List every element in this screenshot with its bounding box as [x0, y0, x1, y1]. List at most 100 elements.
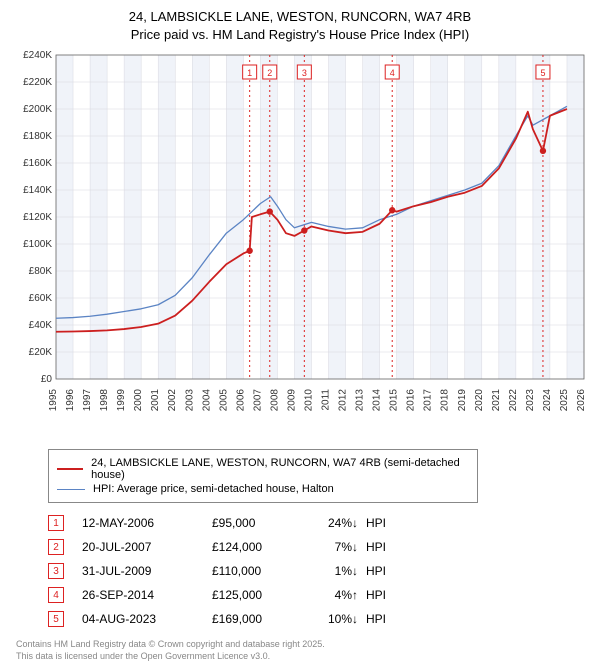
svg-text:2009: 2009: [286, 389, 297, 412]
sale-date: 12-MAY-2006: [82, 516, 212, 530]
chart-title: 24, LAMBSICKLE LANE, WESTON, RUNCORN, WA…: [8, 8, 592, 43]
arrow-down-icon: ↓: [352, 516, 366, 530]
sale-row: 4 26-SEP-2014£125,0004%↑HPI: [48, 583, 592, 607]
svg-text:£160K: £160K: [23, 158, 52, 169]
svg-text:2007: 2007: [252, 389, 263, 412]
svg-text:2021: 2021: [491, 389, 502, 412]
sale-price: £124,000: [212, 540, 312, 554]
sale-vs: HPI: [366, 516, 396, 530]
svg-text:2014: 2014: [372, 389, 383, 412]
svg-text:2023: 2023: [525, 389, 536, 412]
arrow-down-icon: ↓: [352, 612, 366, 626]
sale-price: £110,000: [212, 564, 312, 578]
svg-text:2003: 2003: [184, 389, 195, 412]
legend-item: 24, LAMBSICKLE LANE, WESTON, RUNCORN, WA…: [57, 457, 469, 481]
svg-text:2025: 2025: [559, 389, 570, 412]
svg-text:2020: 2020: [474, 389, 485, 412]
title-line1: 24, LAMBSICKLE LANE, WESTON, RUNCORN, WA…: [8, 8, 592, 26]
svg-text:£0: £0: [41, 374, 53, 385]
svg-text:£60K: £60K: [29, 293, 53, 304]
svg-text:2015: 2015: [389, 389, 400, 412]
sale-vs: HPI: [366, 564, 396, 578]
sale-vs: HPI: [366, 612, 396, 626]
svg-text:2001: 2001: [150, 389, 161, 412]
legend-swatch: [57, 468, 83, 470]
legend-label: HPI: Average price, semi-detached house,…: [93, 483, 334, 495]
footer-line2: This data is licensed under the Open Gov…: [16, 651, 592, 663]
price-chart: £0 £20K £40K £60K £80K £100K £120K £140K £160K £1…: [8, 49, 592, 439]
sale-vs: HPI: [366, 540, 396, 554]
sale-pct: 4%: [312, 588, 352, 602]
sale-pct: 24%: [312, 516, 352, 530]
svg-text:2002: 2002: [167, 389, 178, 412]
sale-pct: 1%: [312, 564, 352, 578]
svg-text:2019: 2019: [457, 389, 468, 412]
svg-text:2004: 2004: [201, 389, 212, 412]
legend-box: 24, LAMBSICKLE LANE, WESTON, RUNCORN, WA…: [48, 449, 478, 503]
title-line2: Price paid vs. HM Land Registry's House …: [8, 26, 592, 44]
sale-row: 1 12-MAY-2006£95,00024%↓HPI: [48, 511, 592, 535]
sale-marker-icon: 3: [48, 563, 64, 579]
svg-text:£20K: £20K: [29, 347, 53, 358]
svg-text:2000: 2000: [133, 389, 144, 412]
sale-marker-icon: 2: [48, 539, 64, 555]
sale-pct: 7%: [312, 540, 352, 554]
sale-date: 04-AUG-2023: [82, 612, 212, 626]
footer-line1: Contains HM Land Registry data © Crown c…: [16, 639, 592, 651]
svg-text:2018: 2018: [440, 389, 451, 412]
arrow-down-icon: ↓: [352, 564, 366, 578]
sales-table: 112-MAY-2006£95,00024%↓HPI220-JUL-2007£1…: [48, 511, 592, 631]
svg-text:£100K: £100K: [23, 239, 52, 250]
svg-text:£40K: £40K: [29, 320, 53, 331]
svg-text:£80K: £80K: [29, 266, 53, 277]
svg-text:2026: 2026: [576, 389, 587, 412]
sale-marker-icon: 5: [48, 611, 64, 627]
svg-text:2006: 2006: [235, 389, 246, 412]
svg-text:2016: 2016: [406, 389, 417, 412]
chart-svg: £0 £20K £40K £60K £80K £100K £120K £140K £160K £1…: [8, 49, 592, 439]
svg-text:1996: 1996: [65, 389, 76, 412]
svg-text:1995: 1995: [48, 389, 59, 412]
sale-date: 26-SEP-2014: [82, 588, 212, 602]
legend-swatch: [57, 489, 85, 490]
svg-text:£140K: £140K: [23, 185, 52, 196]
sale-price: £169,000: [212, 612, 312, 626]
arrow-down-icon: ↓: [352, 540, 366, 554]
svg-text:1: 1: [247, 68, 252, 78]
svg-text:2024: 2024: [542, 389, 553, 412]
svg-text:2010: 2010: [303, 389, 314, 412]
sale-price: £125,000: [212, 588, 312, 602]
sale-marker-icon: 4: [48, 587, 64, 603]
svg-text:1998: 1998: [99, 389, 110, 412]
svg-text:3: 3: [302, 68, 307, 78]
svg-text:2: 2: [267, 68, 272, 78]
sale-row: 2 20-JUL-2007£124,0007%↓HPI: [48, 535, 592, 559]
svg-text:£200K: £200K: [23, 104, 52, 115]
svg-text:1997: 1997: [82, 389, 93, 412]
sale-price: £95,000: [212, 516, 312, 530]
svg-text:2012: 2012: [338, 389, 349, 412]
sale-vs: HPI: [366, 588, 396, 602]
sale-pct: 10%: [312, 612, 352, 626]
svg-text:4: 4: [390, 68, 395, 78]
sale-marker-icon: 1: [48, 515, 64, 531]
svg-text:£240K: £240K: [23, 50, 52, 61]
footer-credit: Contains HM Land Registry data © Crown c…: [16, 639, 592, 662]
legend-label: 24, LAMBSICKLE LANE, WESTON, RUNCORN, WA…: [91, 457, 469, 481]
arrow-up-icon: ↑: [352, 588, 366, 602]
sale-date: 31-JUL-2009: [82, 564, 212, 578]
svg-text:5: 5: [540, 68, 545, 78]
legend-item: HPI: Average price, semi-detached house,…: [57, 483, 469, 495]
svg-text:1999: 1999: [116, 389, 127, 412]
svg-text:£120K: £120K: [23, 212, 52, 223]
svg-text:2022: 2022: [508, 389, 519, 412]
svg-text:2008: 2008: [269, 389, 280, 412]
svg-text:2005: 2005: [218, 389, 229, 412]
sale-row: 5 04-AUG-2023£169,00010%↓HPI: [48, 607, 592, 631]
svg-text:2013: 2013: [355, 389, 366, 412]
svg-text:£180K: £180K: [23, 131, 52, 142]
svg-text:£220K: £220K: [23, 77, 52, 88]
sale-date: 20-JUL-2007: [82, 540, 212, 554]
svg-text:2017: 2017: [423, 389, 434, 412]
sale-row: 3 31-JUL-2009£110,0001%↓HPI: [48, 559, 592, 583]
